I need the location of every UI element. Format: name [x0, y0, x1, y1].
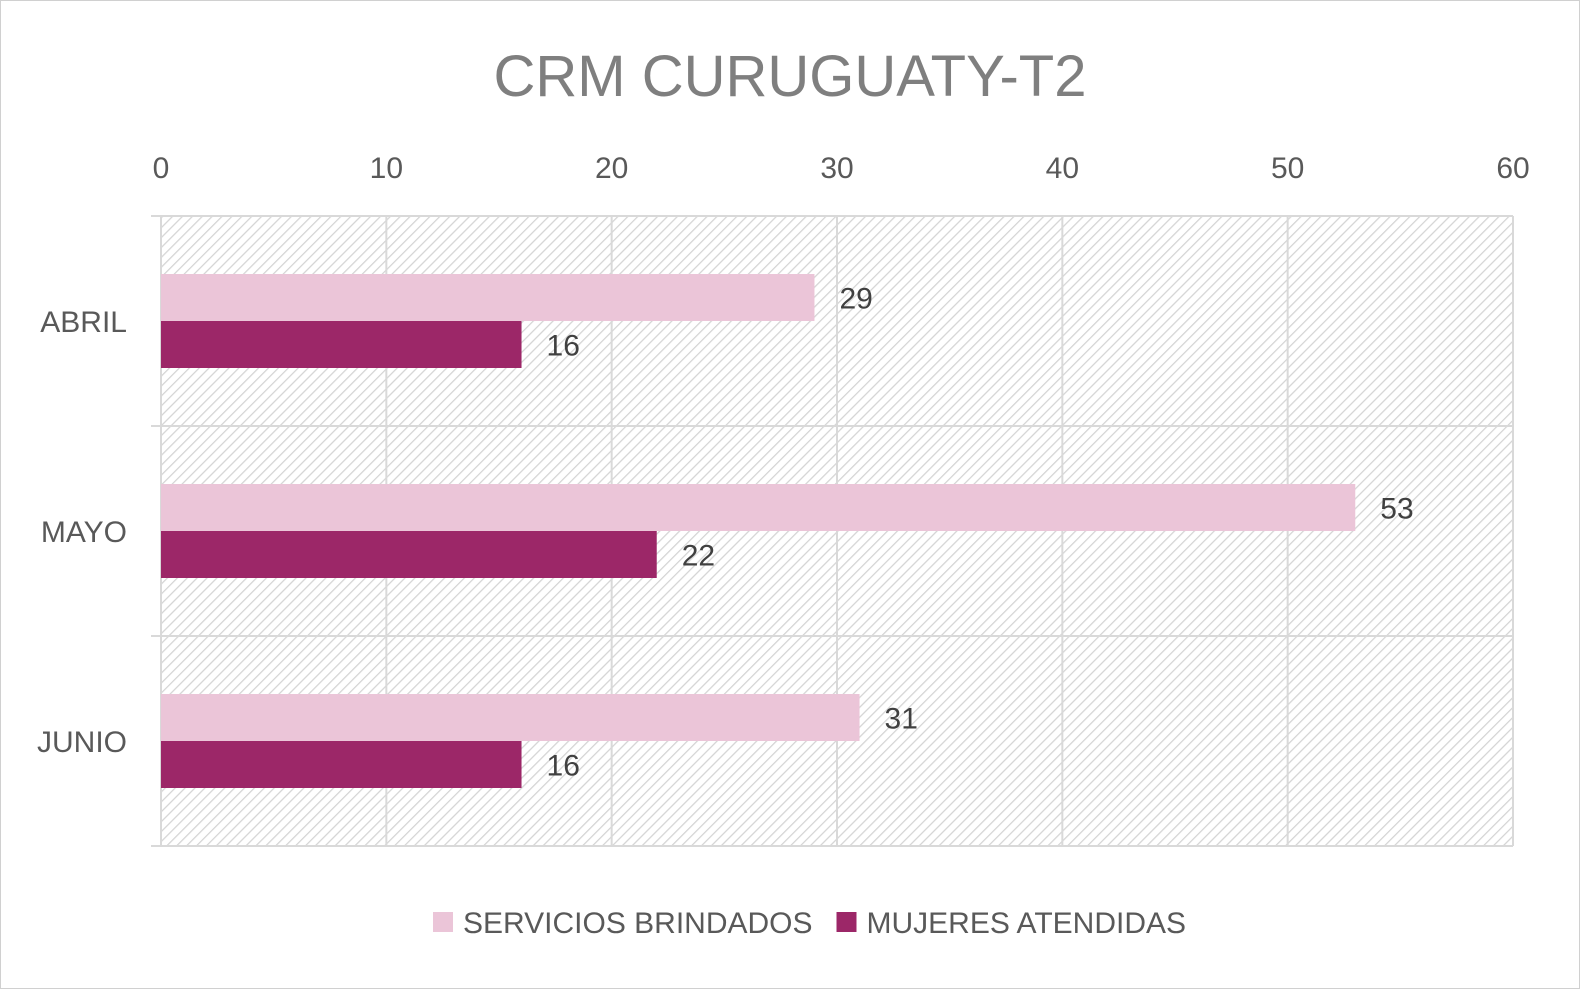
x-tick-label: 30 [820, 152, 853, 185]
category-label: ABRIL [40, 306, 127, 339]
x-tick-label: 10 [370, 152, 403, 185]
data-label: 53 [1380, 493, 1413, 526]
x-tick-label: 20 [595, 152, 628, 185]
data-label: 22 [682, 540, 715, 573]
legend: SERVICIOS BRINDADOS MUJERES ATENDIDAS [433, 907, 1186, 940]
x-tick-label: 0 [153, 152, 170, 185]
bar [161, 321, 522, 368]
x-tick-label: 40 [1046, 152, 1079, 185]
x-tick-label: 60 [1496, 152, 1529, 185]
labels: 0 10 20 30 40 50 60 ABRIL 29 16 MAYO 53 22 JUNIO 31 16 [37, 152, 1530, 783]
category-label: MAYO [41, 516, 127, 549]
legend-swatch [836, 912, 857, 932]
bar [161, 531, 657, 578]
bar [161, 741, 522, 788]
bar [161, 484, 1356, 531]
bar [161, 274, 815, 321]
data-label: 16 [547, 750, 580, 783]
bar [161, 694, 860, 741]
bars [161, 274, 1356, 788]
chart-title: CRM CURUGUATY-T2 [494, 44, 1087, 109]
data-label: 16 [547, 330, 580, 363]
legend-swatch [433, 912, 453, 932]
category-label: JUNIO [37, 726, 127, 759]
data-label: 31 [885, 703, 918, 736]
legend-label: SERVICIOS BRINDADOS [463, 907, 813, 940]
legend-label: MUJERES ATENDIDAS [867, 907, 1187, 940]
x-tick-label: 50 [1271, 152, 1304, 185]
data-label: 29 [839, 283, 872, 316]
